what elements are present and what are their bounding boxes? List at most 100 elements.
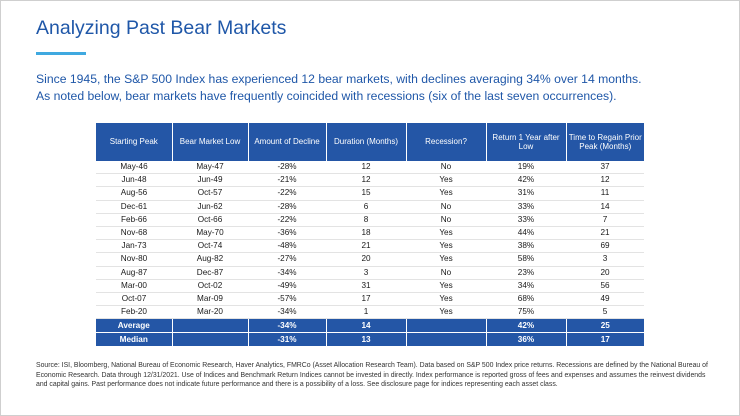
table-cell: Aug-82 [172,252,248,267]
table-cell: 11 [566,186,644,201]
table-cell: 37 [566,161,644,175]
summary-cell: Average [96,318,172,334]
table-cell: 3 [566,252,644,267]
column-header: Time to Regain Prior Peak (Months) [565,123,644,161]
table-cell: 3 [326,266,406,280]
table-cell: 44% [486,226,566,241]
table-cell: -22% [248,213,326,227]
table-cell: 6 [326,200,406,214]
summary-cell: Median [96,332,172,348]
table-cell: -34% [248,305,326,320]
table-cell: Dec-61 [96,200,172,214]
table-cell: Aug-87 [96,266,172,280]
table-cell: 69 [566,239,644,254]
table-cell: 49 [566,292,644,307]
column-header: Bear Market Low [171,123,248,161]
table-cell: 5 [566,305,644,320]
table-cell: Feb-66 [96,213,172,227]
table-row: Aug-56 Oct-57 -22% 15 Yes 31% 11 [96,186,644,201]
summary-row: Median -31% 13 36% 17 [96,332,644,348]
summary-cell: 36% [485,332,566,348]
table-row: Dec-61 Jun-62 -28% 6 No 33% 14 [96,200,644,214]
table-row: Nov-68 May-70 -36% 18 Yes 44% 21 [96,226,644,241]
summary-cell: 42% [485,318,566,334]
table-cell: No [406,213,486,227]
table-row: May-46 May-47 -28% 12 No 19% 37 [96,161,644,175]
table-body: May-46 May-47 -28% 12 No 19% 37 Jun-48 Jun-49 -21… [96,161,644,348]
table-cell: 21 [326,239,406,254]
table-row: Feb-20 Mar-20 -34% 1 Yes 75% 5 [96,305,644,320]
table-cell: 31 [326,279,406,293]
table-cell: -28% [248,161,326,175]
table-row: Jan-73 Oct-74 -48% 21 Yes 38% 69 [96,239,644,254]
table-row: Oct-07 Mar-09 -57% 17 Yes 68% 49 [96,292,644,307]
table-cell: 75% [486,305,566,320]
summary-cell: -31% [247,332,326,348]
column-header: Starting Peak [96,123,172,161]
table-cell: May-70 [172,226,248,241]
table-row: Jun-48 Jun-49 -21% 12 Yes 42% 12 [96,173,644,188]
table-cell: Oct-57 [172,186,248,201]
table-cell: 12 [326,173,406,188]
table-cell: 34% [486,279,566,293]
table-cell: May-46 [96,161,172,175]
table-cell: -28% [248,200,326,214]
title-accent-rule [36,52,86,55]
column-header: Recession? [405,123,486,161]
table-cell: May-47 [172,161,248,175]
table-cell: Nov-80 [96,252,172,267]
table-cell: -49% [248,279,326,293]
table-cell: 33% [486,213,566,227]
page-title: Analyzing Past Bear Markets [36,17,287,39]
table-cell: No [406,161,486,175]
table-cell: 68% [486,292,566,307]
table-cell: 7 [566,213,644,227]
table-cell: Yes [406,239,486,254]
table-cell: 23% [486,266,566,280]
bear-markets-table: Starting Peak Bear Market Low Amount of … [96,123,644,348]
table-cell: Jun-62 [172,200,248,214]
table-cell: 18 [326,226,406,241]
table-cell: 21 [566,226,644,241]
summary-cell: 17 [565,332,644,348]
table-cell: 19% [486,161,566,175]
table-cell: 42% [486,173,566,188]
table-cell: Aug-56 [96,186,172,201]
summary-cell [405,332,486,348]
column-header: Return 1 Year after Low [485,123,566,161]
table-row: Nov-80 Aug-82 -27% 20 Yes 58% 3 [96,252,644,267]
table-cell: Mar-00 [96,279,172,293]
table-cell: Yes [406,186,486,201]
table-cell: Yes [406,252,486,267]
table-cell: No [406,266,486,280]
table-cell: 17 [326,292,406,307]
summary-cell [171,332,248,348]
table-cell: 8 [326,213,406,227]
table-cell: -34% [248,266,326,280]
table-cell: Nov-68 [96,226,172,241]
intro-text: Since 1945, the S&P 500 Index has experi… [36,71,726,105]
table-cell: 38% [486,239,566,254]
table-cell: -27% [248,252,326,267]
table-cell: Yes [406,226,486,241]
summary-row: Average -34% 14 42% 25 [96,318,644,334]
table-header-row: Starting Peak Bear Market Low Amount of … [96,123,644,161]
intro-line-2: As noted below, bear markets have freque… [36,89,617,103]
source-footnote: Source: ISI, Bloomberg, National Bureau … [36,362,708,389]
table-cell: -48% [248,239,326,254]
intro-line-1: Since 1945, the S&P 500 Index has experi… [36,72,642,86]
table-cell: 12 [566,173,644,188]
table-cell: Mar-09 [172,292,248,307]
summary-cell: 14 [325,318,406,334]
table-row: Mar-00 Oct-02 -49% 31 Yes 34% 56 [96,279,644,293]
table-cell: -21% [248,173,326,188]
table-cell: Jun-48 [96,173,172,188]
table-row: Aug-87 Dec-87 -34% 3 No 23% 20 [96,266,644,280]
table-cell: Oct-07 [96,292,172,307]
table-cell: Feb-20 [96,305,172,320]
table-cell: 20 [566,266,644,280]
table-cell: 56 [566,279,644,293]
summary-cell [405,318,486,334]
table-cell: 31% [486,186,566,201]
table-cell: Yes [406,279,486,293]
